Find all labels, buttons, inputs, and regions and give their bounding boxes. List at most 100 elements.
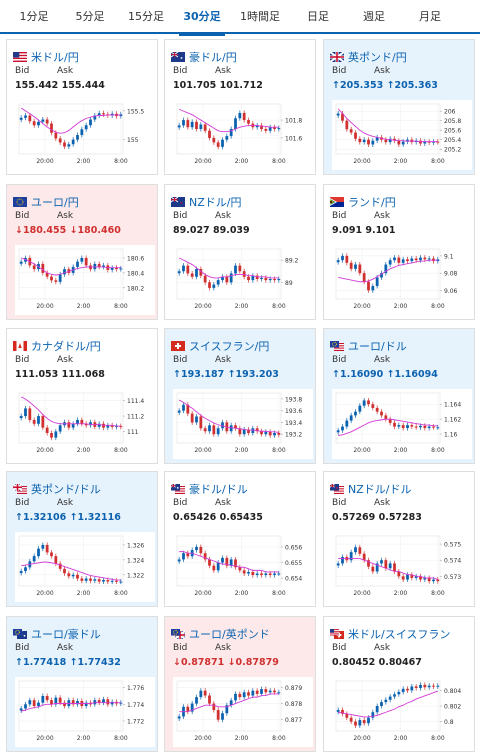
candle-body bbox=[393, 257, 396, 261]
price-chart[interactable]: 0.879 0.878 0.877 20:00 2:00 8:00 bbox=[173, 677, 313, 747]
candle-body bbox=[414, 686, 418, 689]
candle-body bbox=[63, 142, 66, 147]
tab-5[interactable]: 1時間足 bbox=[240, 10, 280, 23]
rate-card-aud-usd[interactable]: 豪ドル/ドル Bid Ask 0.65426 0.65435 0.656 0.655 0.6… bbox=[164, 471, 316, 607]
tab-6[interactable]: 日足 bbox=[307, 10, 329, 23]
price-chart[interactable]: 9.1 9.08 9.06 20:00 2:00 8:00 bbox=[332, 245, 472, 315]
x-tick-label: 8:00 bbox=[272, 735, 286, 742]
bid-text: 0.80452 bbox=[332, 657, 376, 668]
x-tick-label: 2:00 bbox=[394, 447, 408, 454]
currency-pair-link[interactable]: カナダドル/円 bbox=[31, 339, 101, 353]
y-tick-label: 193.2 bbox=[285, 432, 302, 439]
price-chart[interactable]: 206 205.8 205.6 205.4 205.2 20:00 2:00 8:00 bbox=[332, 100, 472, 170]
tab-3[interactable]: 15分足 bbox=[128, 10, 164, 23]
candle-body bbox=[71, 700, 75, 705]
tab-8[interactable]: 月足 bbox=[419, 10, 441, 23]
quote-values: 89.027 89.039 bbox=[173, 225, 250, 236]
rate-card-gbp-jpy[interactable]: 英ポンド/円 Bid Ask ↑205.353 ↑205.363 206 205.8 205… bbox=[323, 39, 475, 175]
candle-body bbox=[225, 276, 229, 283]
currency-pair-link[interactable]: ユーロ/英ポンド bbox=[189, 627, 270, 641]
candle-body bbox=[37, 121, 40, 126]
candle-body bbox=[212, 703, 216, 711]
currency-pair-link[interactable]: ランド/円 bbox=[348, 195, 396, 209]
currency-pair-link[interactable]: 米ドル/スイスフラン bbox=[348, 627, 451, 641]
price-chart-svg: 1.776 1.774 1.772 20:00 2:00 8:00 bbox=[18, 680, 144, 742]
candle-body bbox=[414, 426, 418, 428]
price-chart[interactable]: 1.164 1.162 1.16 20:00 2:00 8:00 bbox=[332, 389, 472, 459]
x-tick-label: 2:00 bbox=[235, 447, 249, 454]
candle-body bbox=[41, 696, 45, 703]
candle-body bbox=[436, 685, 440, 687]
price-chart[interactable]: 1.326 1.324 1.322 20:00 2:00 8:00 bbox=[15, 532, 155, 602]
price-chart[interactable]: 89.2 89 20:00 2:00 8:00 bbox=[173, 245, 313, 315]
rate-card-eur-aud[interactable]: ユーロ/豪ドル Bid Ask ↑1.77418 ↑1.77432 1.776 1.774… bbox=[6, 616, 158, 752]
currency-pair-link[interactable]: 英ポンド/円 bbox=[348, 50, 407, 64]
price-chart[interactable]: 101.8 101.6 20:00 2:00 8:00 bbox=[173, 100, 313, 170]
price-chart[interactable]: 0.804 0.802 0.8 20:00 2:00 8:00 bbox=[332, 677, 472, 747]
currency-pair-link[interactable]: 豪ドル/ドル bbox=[189, 482, 248, 496]
candle-body bbox=[177, 716, 181, 719]
rate-card-usd-jpy[interactable]: 米ドル/円 Bid Ask 155.442 155.444 155.5 155 20:00 2… bbox=[6, 39, 158, 175]
arrow-up-icon: ↑ bbox=[386, 80, 395, 91]
candle-body bbox=[54, 431, 58, 438]
y-tick-label: 111 bbox=[127, 429, 139, 436]
candle-body bbox=[251, 571, 255, 576]
tab-1[interactable]: 1分足 bbox=[19, 10, 49, 23]
currency-pair-link[interactable]: NZドル/ドル bbox=[348, 482, 412, 496]
rate-card-eur-usd[interactable]: ユーロ/ドル Bid Ask ↑1.16090 ↑1.16094 1.164 1.162 1… bbox=[323, 328, 475, 464]
rate-card-nzd-usd[interactable]: NZドル/ドル Bid Ask 0.57269 0.57283 0.575 0.574 0.… bbox=[323, 471, 475, 607]
y-tick-label: 0.802 bbox=[444, 704, 461, 711]
y-tick-label: 89.2 bbox=[285, 258, 299, 265]
candle-body bbox=[260, 573, 263, 576]
candle-body bbox=[341, 113, 344, 121]
rate-card-eur-gbp[interactable]: ユーロ/英ポンド Bid Ask ↓0.87871 ↓0.87879 0.879 0.87… bbox=[164, 616, 316, 752]
candle-body bbox=[80, 129, 84, 136]
currency-pair-link[interactable]: ユーロ/ドル bbox=[348, 339, 407, 353]
price-chart[interactable]: 180.6 180.4 180.2 20:00 2:00 8:00 bbox=[15, 245, 155, 315]
candle-body bbox=[76, 701, 79, 705]
candle-body bbox=[50, 552, 53, 557]
bid-value: 101.705 bbox=[173, 80, 216, 91]
rate-card-aud-jpy[interactable]: 豪ドル/円 Bid Ask 101.705 101.712 101.8 101.6 20:0… bbox=[164, 39, 316, 175]
candle-body bbox=[225, 136, 229, 140]
rate-card-cad-jpy[interactable]: カナダドル/円 Bid Ask 111.053 111.068 111.4 111.2 11… bbox=[6, 328, 158, 464]
price-chart[interactable]: 0.575 0.574 0.573 20:00 2:00 8:00 bbox=[332, 532, 472, 602]
tab-4[interactable]: 30分足 bbox=[174, 0, 230, 36]
rate-card-eur-jpy[interactable]: ユーロ/円 Bid Ask ↓180.455 ↓180.460 180.6 180.4 18… bbox=[6, 184, 158, 320]
rate-card-nzd-jpy[interactable]: NZドル/円 Bid Ask 89.027 89.039 89.2 89 20:00 2:00… bbox=[164, 184, 316, 320]
currency-pair-link[interactable]: ユーロ/円 bbox=[31, 195, 79, 209]
currency-pair-link[interactable]: 豪ドル/円 bbox=[189, 50, 237, 64]
price-chart[interactable]: 1.776 1.774 1.772 20:00 2:00 8:00 bbox=[15, 677, 155, 747]
price-chart[interactable]: 0.656 0.655 0.654 20:00 2:00 8:00 bbox=[173, 532, 313, 602]
candle-body bbox=[182, 404, 185, 411]
currency-pair-link[interactable]: NZドル/円 bbox=[189, 195, 242, 209]
tab-7[interactable]: 週足 bbox=[363, 10, 385, 23]
candle-body bbox=[119, 268, 123, 270]
candle-body bbox=[102, 580, 105, 582]
currency-pair-link[interactable]: 米ドル/円 bbox=[31, 50, 79, 64]
flag-icon bbox=[13, 196, 27, 207]
ask-text: 101.712 bbox=[219, 80, 263, 91]
currency-pair-link[interactable]: ユーロ/豪ドル bbox=[31, 627, 101, 641]
candle-body bbox=[238, 428, 242, 435]
tab-2[interactable]: 5分足 bbox=[75, 10, 105, 23]
rate-card-usd-chf[interactable]: 米ドル/スイスフラン Bid Ask 0.80452 0.80467 0.804 0.80… bbox=[323, 616, 475, 752]
price-chart[interactable]: 155.5 155 20:00 2:00 8:00 bbox=[15, 100, 155, 170]
rate-card-chf-jpy[interactable]: スイスフラン/円 Bid Ask ↑193.187 ↑193.203 193.8 193.… bbox=[164, 328, 316, 464]
rate-card-gbp-usd[interactable]: 英ポンド/ドル Bid Ask ↑1.32106 ↑1.32116 1.326 1.324… bbox=[6, 471, 158, 607]
currency-pair-link[interactable]: 英ポンド/ドル bbox=[31, 482, 101, 496]
candle-body bbox=[19, 571, 23, 574]
candle-body bbox=[50, 276, 53, 281]
price-chart[interactable]: 193.8 193.6 193.4 193.2 20:00 2:00 8:00 bbox=[173, 389, 313, 459]
arrow-down-icon: ↓ bbox=[173, 657, 181, 668]
ask-label: Ask bbox=[215, 355, 232, 365]
candle-body bbox=[119, 702, 123, 704]
y-tick-label: 111.2 bbox=[127, 414, 144, 421]
price-chart[interactable]: 111.4 111.2 111 20:00 2:00 8:00 bbox=[15, 389, 155, 459]
arrow-up-icon: ↑ bbox=[173, 369, 181, 380]
candle-body bbox=[427, 577, 431, 582]
rate-card-zar-jpy[interactable]: ランド/円 Bid Ask 9.091 9.101 9.1 9.08 9.06 20:00 2:… bbox=[323, 184, 475, 320]
plot-area bbox=[335, 535, 441, 587]
candle-body bbox=[247, 429, 250, 433]
currency-pair-link[interactable]: スイスフラン/円 bbox=[189, 339, 270, 353]
